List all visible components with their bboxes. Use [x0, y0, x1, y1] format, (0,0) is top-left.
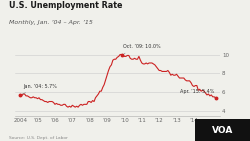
Text: Source: U.S. Dept. of Labor: Source: U.S. Dept. of Labor	[9, 136, 68, 140]
Text: Apr. ’15: 5.4%: Apr. ’15: 5.4%	[180, 89, 216, 98]
Text: U.S. Unemployment Rate: U.S. Unemployment Rate	[9, 1, 122, 10]
Text: Oct. ’09: 10.0%: Oct. ’09: 10.0%	[123, 44, 160, 54]
Text: Jan. ’04: 5.7%: Jan. ’04: 5.7%	[23, 84, 58, 94]
Text: Monthly, Jan. ’04 – Apr. ’15: Monthly, Jan. ’04 – Apr. ’15	[9, 20, 92, 25]
Text: VOA: VOA	[212, 126, 233, 135]
